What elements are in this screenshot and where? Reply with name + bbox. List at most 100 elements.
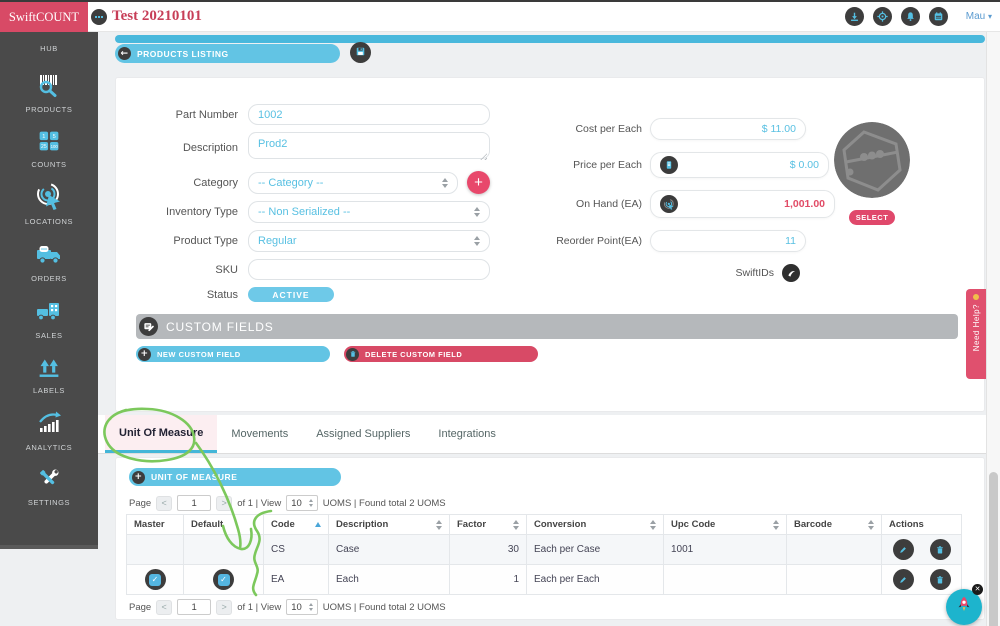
table-header-row: Master Default Code Description Factor C… — [126, 514, 962, 535]
part-number-input[interactable] — [248, 104, 490, 125]
plus-icon: + — [138, 347, 151, 361]
next-page-button[interactable]: > — [216, 495, 233, 511]
view-count-select[interactable]: 10 — [286, 495, 318, 511]
inventory-type-label: Inventory Type — [166, 206, 238, 218]
sidebar-item-settings[interactable]: SETTINGS — [0, 458, 98, 513]
master-cell[interactable]: ✓ — [126, 564, 184, 595]
view-count-select[interactable]: 10 — [286, 599, 318, 615]
product-type-select[interactable]: Regular — [248, 230, 490, 252]
new-custom-field-button[interactable]: + NEW CUSTOM FIELD — [136, 346, 330, 362]
edit-row-button[interactable] — [892, 569, 914, 590]
chat-widget-button[interactable] — [946, 589, 982, 625]
product-image-placeholder[interactable] — [834, 122, 910, 198]
col-factor[interactable]: Factor — [449, 514, 527, 535]
description-textarea[interactable]: Prod2 — [248, 132, 490, 159]
sku-input[interactable] — [248, 259, 490, 280]
product-type-label: Product Type — [173, 235, 238, 247]
actions-cell — [881, 564, 962, 595]
delete-custom-field-button[interactable]: DELETE CUSTOM FIELD — [344, 346, 538, 362]
sidebar-item-hub[interactable]: HUB — [40, 44, 58, 53]
swiftids-icon[interactable] — [782, 264, 800, 282]
col-default[interactable]: Default — [183, 514, 264, 535]
col-code[interactable]: Code — [263, 514, 329, 535]
col-description[interactable]: Description — [328, 514, 450, 535]
radar-count-icon[interactable] — [660, 195, 678, 213]
add-category-button[interactable]: + — [467, 171, 490, 194]
prev-page-button[interactable]: < — [156, 495, 173, 511]
calendar-icon[interactable] — [929, 7, 948, 26]
sidebar-item-counts[interactable]: 1 5 25 100 COUNTS — [0, 120, 98, 175]
sort-asc-icon — [315, 522, 321, 527]
detail-tabs: Unit Of Measure Movements Assigned Suppl… — [98, 415, 986, 454]
product-form-left: Part Number Description Prod2 Category -… — [130, 104, 490, 309]
sidebar-item-labels[interactable]: LABELS — [0, 346, 98, 401]
next-page-button[interactable]: > — [216, 599, 233, 615]
col-upc-code[interactable]: Upc Code — [663, 514, 787, 535]
sidebar-item-analytics[interactable]: ANALYTICS — [0, 401, 98, 458]
reorder-point-label: Reorder Point(EA) — [556, 235, 642, 247]
col-barcode[interactable]: Barcode — [786, 514, 882, 535]
factor-cell: 1 — [449, 564, 527, 595]
inventory-type-select[interactable]: -- Non Serialized -- — [248, 201, 490, 223]
mobile-scanner-icon[interactable] — [660, 156, 678, 174]
reorder-point-input[interactable] — [660, 235, 796, 247]
barcode-cell — [786, 534, 882, 565]
description-cell: Case — [328, 534, 450, 565]
save-button[interactable] — [350, 42, 371, 63]
swiftids-label: SwiftIDs — [735, 267, 774, 279]
products-listing-button[interactable]: ← PRODUCTS LISTING — [115, 44, 340, 63]
brand-logo[interactable]: SwiftCOUNT — [0, 2, 88, 32]
sidebar-item-products[interactable]: PRODUCTS — [0, 63, 98, 120]
chat-close-icon[interactable]: ✕ — [972, 584, 983, 595]
col-master[interactable]: Master — [126, 514, 184, 535]
select-arrows-icon — [308, 603, 313, 611]
on-hand-input[interactable] — [684, 198, 825, 210]
factor-cell: 30 — [449, 534, 527, 565]
col-conversion[interactable]: Conversion — [526, 514, 664, 535]
edit-row-button[interactable] — [892, 539, 914, 560]
status-label: Status — [206, 288, 238, 301]
cost-input[interactable] — [660, 123, 796, 135]
content-top-bar — [115, 35, 985, 43]
need-help-tab[interactable]: Need Help? — [966, 289, 986, 379]
top-header: SwiftCOUNT Test 20210101 Mau ▾ — [0, 2, 1000, 32]
barcode-search-icon — [33, 69, 65, 101]
sidebar-item-orders[interactable]: ORDERS — [0, 232, 98, 289]
category-label: Category — [193, 176, 238, 189]
notifications-icon[interactable] — [901, 7, 920, 26]
import-icon[interactable] — [845, 7, 864, 26]
category-select[interactable]: -- Category -- — [248, 171, 458, 194]
scrollbar-thumb[interactable] — [989, 472, 998, 626]
tab-unit-of-measure[interactable]: Unit Of Measure — [105, 415, 218, 453]
default-cell[interactable]: ✓ — [183, 564, 264, 595]
delete-row-button[interactable] — [929, 539, 951, 560]
tab-assigned-suppliers[interactable]: Assigned Suppliers — [316, 428, 411, 440]
delete-row-button[interactable] — [929, 569, 951, 590]
default-cell[interactable] — [183, 534, 264, 565]
page-number-input[interactable] — [177, 495, 212, 511]
pagination-top: Page < > of 1 | View 10 UOMS | Found tot… — [129, 495, 446, 511]
page-number-input[interactable] — [177, 599, 212, 615]
status-badge[interactable]: ACTIVE — [248, 287, 334, 302]
add-uom-button[interactable]: + UNIT OF MEASURE — [129, 468, 341, 486]
prev-page-button[interactable]: < — [156, 599, 173, 615]
plus-icon: + — [132, 470, 145, 484]
tab-movements[interactable]: Movements — [231, 428, 289, 440]
price-input[interactable] — [684, 159, 819, 171]
sidebar-item-sales[interactable]: SALES — [0, 289, 98, 346]
sales-truck-icon — [33, 295, 65, 327]
sort-icon — [436, 519, 442, 530]
vertical-scrollbar[interactable] — [986, 32, 1000, 626]
sidebar-item-locations[interactable]: LOCATIONS — [0, 175, 98, 232]
user-menu[interactable]: Mau ▾ — [965, 11, 992, 22]
default-checked-icon[interactable]: ✓ — [213, 569, 234, 590]
tab-integrations[interactable]: Integrations — [438, 428, 496, 440]
back-arrow-icon: ← — [118, 47, 131, 60]
target-icon[interactable] — [873, 7, 892, 26]
master-cell[interactable] — [126, 534, 184, 565]
header-icon-group — [845, 7, 948, 26]
select-arrows-icon — [442, 177, 448, 188]
select-image-button[interactable]: SELECT — [849, 210, 895, 225]
master-checked-icon[interactable]: ✓ — [144, 569, 166, 590]
